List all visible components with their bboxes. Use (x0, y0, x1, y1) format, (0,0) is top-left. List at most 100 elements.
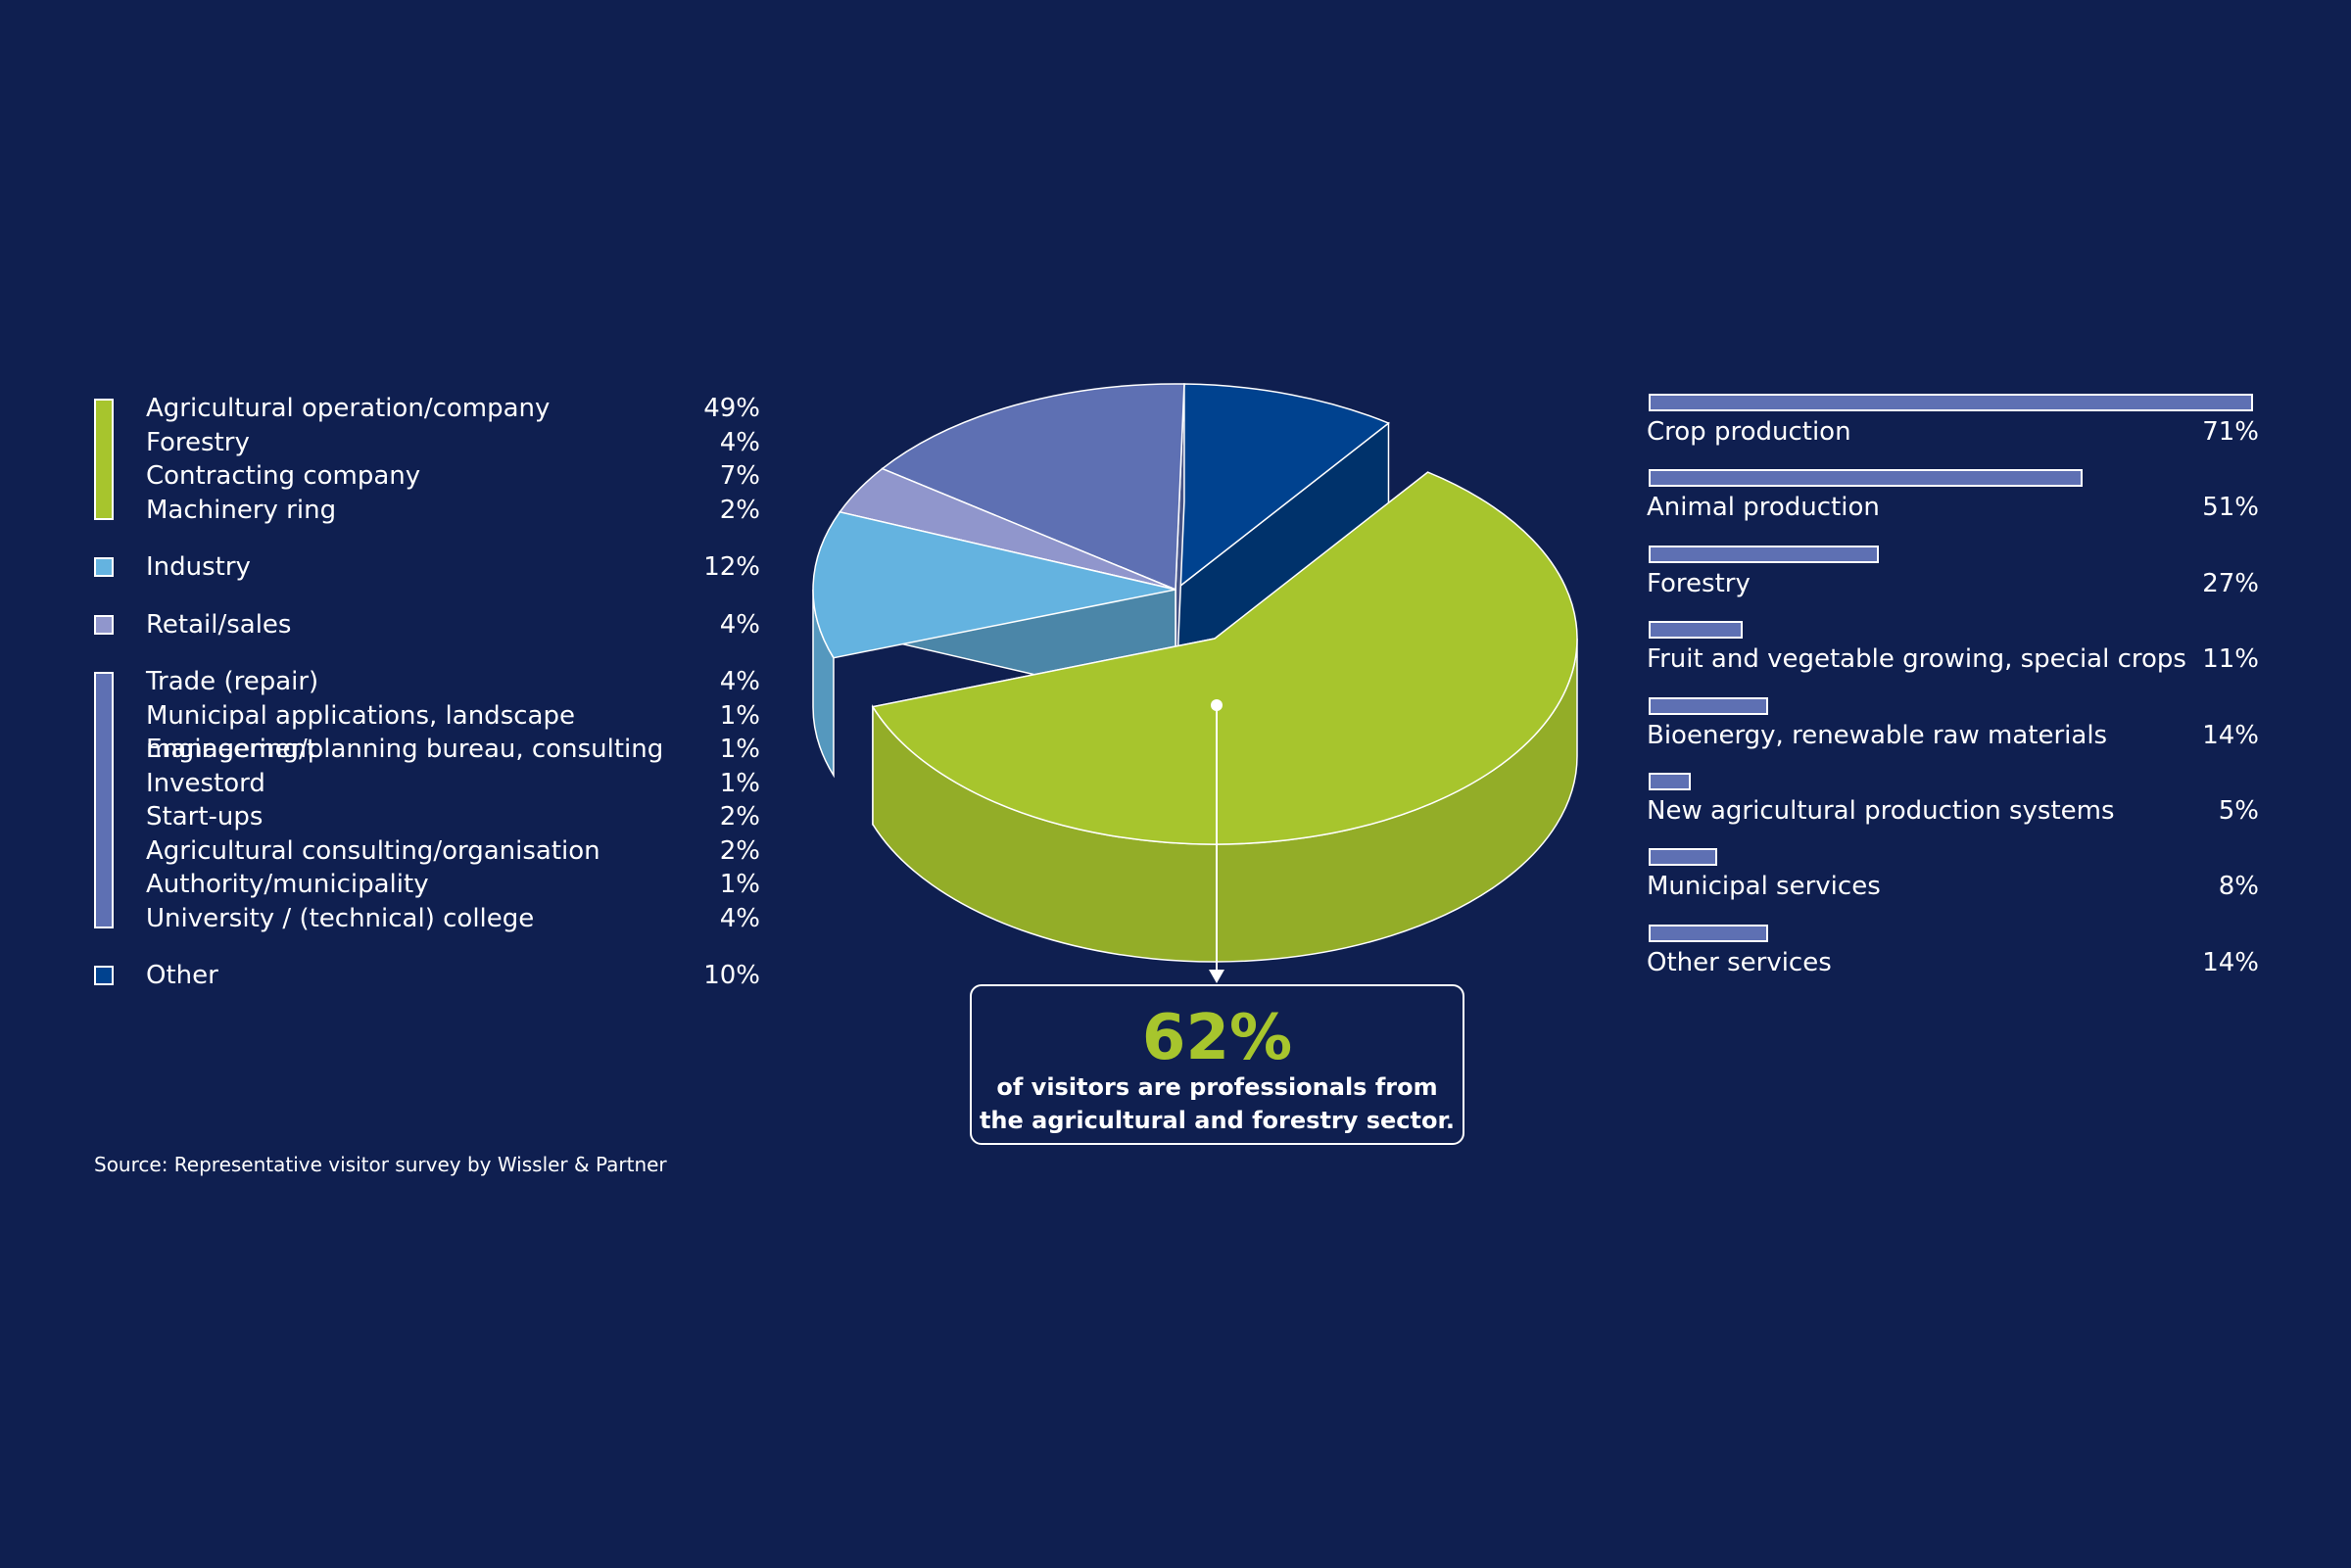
bar-value-label: 11% (2202, 644, 2259, 675)
pie-slice (881, 383, 1185, 592)
legend-group: Trade (repair) 4% Municipal applications, … (94, 665, 760, 935)
bar-label: Crop production (1647, 417, 1851, 447)
bar-value-label: 14% (2202, 947, 2259, 977)
bar-value-label: 71% (2202, 417, 2259, 447)
bar-item: Municipal services 8% (1647, 848, 2259, 924)
legend-item-value: 4% (719, 667, 760, 696)
legend-group: Agricultural operation/company 49% Forestr… (94, 392, 760, 527)
bar (1649, 696, 1768, 715)
legend-item-label: Forestry (146, 427, 250, 457)
pointer-arrowhead (1209, 970, 1224, 983)
legend-item-value: 4% (719, 903, 760, 933)
legend-item: Engineering/planning bureau, consulting 1… (146, 733, 760, 767)
bar-label: Municipal services (1647, 872, 1881, 902)
bar-label: Forestry (1647, 568, 1751, 598)
bar-item: Other services 14% (1647, 924, 2259, 1000)
pie-slice (812, 510, 1176, 659)
bar-value-label: 5% (2218, 795, 2259, 826)
bar (1649, 772, 1692, 790)
legend-swatch (94, 672, 114, 928)
legend-item-value: 12% (703, 552, 760, 582)
legend-item: Agricultural operation/company 49% (146, 392, 760, 426)
legend-item: Contracting company 7% (146, 459, 760, 494)
legend-item: Investord 1% (146, 767, 760, 801)
legend-item-label: Investord (146, 768, 265, 798)
bar-item: Animal production 51% (1647, 469, 2259, 545)
legend-item-value: 7% (719, 461, 760, 491)
bar-item: Fruit and vegetable growing, special cro… (1647, 621, 2259, 696)
legend-item-label: Municipal applications, landscape manage… (146, 700, 575, 765)
legend-item-label: University / (technical) college (146, 903, 535, 933)
legend-group: Other 10% (94, 959, 760, 993)
pie-slice (1175, 383, 1390, 592)
legend-item-value: 1% (719, 870, 760, 899)
legend-item: University / (technical) college 4% (146, 902, 760, 936)
legend-item-value: 4% (719, 427, 760, 457)
legend-item-label: Machinery ring (146, 495, 337, 525)
bar (1649, 545, 1879, 563)
legend-item: Retail/sales 4% (146, 608, 760, 642)
legend-item: Agricultural consulting/organisation 2% (146, 834, 760, 869)
bar-value-label: 51% (2202, 493, 2259, 523)
legend-swatch (94, 966, 114, 985)
source-note: Source: Representative visitor survey by… (94, 1153, 667, 1176)
legend-item: Municipal applications, landscape manage… (146, 699, 760, 765)
bar (1649, 469, 2084, 488)
pie-main-slice (871, 471, 1578, 845)
legend-item-label: Authority/municipality (146, 870, 429, 899)
legend-item-value: 1% (719, 768, 760, 798)
legend-group: Retail/sales 4% (94, 608, 760, 642)
legend-item-label: Start-ups (146, 802, 264, 832)
legend-item-label: Contracting company (146, 461, 421, 491)
legend-item-value: 1% (719, 735, 760, 764)
legend-swatch (94, 614, 114, 635)
bar-label: Fruit and vegetable growing, special cro… (1647, 644, 2186, 675)
legend-item-value: 4% (719, 609, 760, 640)
legend-item-value: 49% (703, 394, 760, 423)
legend-item: Start-ups 2% (146, 800, 760, 834)
callout-value: 62% (1141, 1002, 1293, 1074)
bar-chart: Crop production 71% Animal production 51% Fo… (1647, 394, 2259, 1000)
legend-item-label: Other (146, 961, 218, 990)
legend-item-label: Engineering/planning bureau, consulting (146, 735, 664, 764)
bar-label: Other services (1647, 947, 1832, 977)
legend-item: Forestry 4% (146, 426, 760, 460)
bar-value-label: 14% (2202, 720, 2259, 750)
legend-item-value: 1% (719, 700, 760, 731)
legend-item-label: Agricultural consulting/organisation (146, 835, 600, 866)
legend-item-value: 10% (703, 961, 760, 990)
callout-line-2: the agricultural and forestry sector. (979, 1107, 1456, 1134)
callout-box: 62% of visitors are professionals from t… (970, 984, 1464, 1145)
bar (1649, 394, 2253, 411)
bar-label: Bioenergy, renewable raw materials (1647, 720, 2108, 750)
legend-item: Other 10% (146, 959, 760, 993)
legend-item-label: Trade (repair) (146, 667, 319, 696)
legend-item: Authority/municipality 1% (146, 868, 760, 902)
legend-item: Machinery ring 2% (146, 494, 760, 528)
bar-item: Crop production 71% (1647, 394, 2259, 469)
bar-item: Forestry 27% (1647, 545, 2259, 621)
legend-item: Industry 12% (146, 550, 760, 585)
bar (1649, 848, 1717, 867)
bar-label: New agricultural production systems (1647, 795, 2115, 826)
pie-legend: Agricultural operation/company 49% Forestr… (94, 392, 760, 1017)
bar-item: Bioenergy, renewable raw materials 14% (1647, 696, 2259, 773)
legend-item-label: Agricultural operation/company (146, 394, 551, 423)
legend-item-label: Industry (146, 552, 251, 582)
bar-label: Animal production (1647, 493, 1880, 523)
legend-item-label: Retail/sales (146, 609, 292, 640)
bar (1649, 621, 1743, 640)
legend-group: Industry 12% (94, 550, 760, 585)
legend-swatch (94, 399, 114, 520)
legend-swatch (94, 557, 114, 577)
bar-value-label: 8% (2218, 872, 2259, 902)
bar-value-label: 27% (2202, 568, 2259, 598)
legend-item-value: 2% (719, 495, 760, 525)
legend-item-value: 2% (719, 835, 760, 866)
legend-item: Trade (repair) 4% (146, 665, 760, 699)
callout-line-1: of visitors are professionals from (996, 1073, 1438, 1101)
bar (1649, 924, 1768, 942)
bar-item: New agricultural production systems 5% (1647, 772, 2259, 848)
